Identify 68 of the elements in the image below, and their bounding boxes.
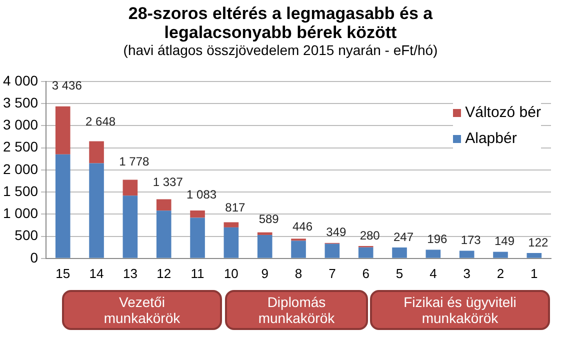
bar xyxy=(122,180,138,196)
y-tick-label: 2 000 xyxy=(2,160,38,177)
chart-title: 28-szoros eltérés a legmagasabb és a legalacsonyabb bérek között xyxy=(127,4,434,42)
y-tick-label: 1 000 xyxy=(2,205,38,222)
total-label: 349 xyxy=(326,224,347,239)
x-tick-label: 14 xyxy=(89,266,104,281)
bar xyxy=(459,250,474,258)
bar xyxy=(426,250,441,258)
bar xyxy=(526,253,542,258)
bar xyxy=(156,199,172,211)
x-tick-label: 2 xyxy=(496,266,504,281)
x-tick-label: 5 xyxy=(396,266,404,281)
text: Vezetői munkakörök xyxy=(102,294,182,326)
x-tick-label: 8 xyxy=(294,266,302,281)
total-label: 1 083 xyxy=(186,188,217,202)
y-tick-label: 0 xyxy=(30,249,38,266)
total-label: 1 337 xyxy=(152,175,184,190)
bar xyxy=(190,218,205,258)
total-label: 589 xyxy=(258,212,280,226)
total-label: 149 xyxy=(494,234,515,248)
total-label: 446 xyxy=(292,219,313,234)
x-tick-label: 11 xyxy=(190,266,204,281)
bar xyxy=(89,163,104,258)
bar xyxy=(358,247,374,258)
x-tick-label: 10 xyxy=(224,266,238,281)
total-label: 280 xyxy=(360,228,380,242)
x-tick-label: 3 xyxy=(463,266,470,281)
bar xyxy=(224,227,239,258)
x-tick-label: 1 xyxy=(530,266,538,281)
total-label: 3 436 xyxy=(52,78,82,93)
y-tick-label: 2 500 xyxy=(2,138,38,155)
y-tick-label: 1 500 xyxy=(2,182,38,199)
bar xyxy=(156,210,172,258)
x-tick-label: 13 xyxy=(122,266,138,281)
bar xyxy=(257,234,272,258)
text: Fizikai és ügyviteli munkakörök xyxy=(402,294,518,326)
bar xyxy=(257,232,272,235)
bar xyxy=(291,240,306,258)
bar xyxy=(55,154,70,258)
x-tick-label: 6 xyxy=(362,266,370,281)
bar xyxy=(224,222,239,228)
x-tick-label: 7 xyxy=(328,266,336,281)
bar xyxy=(122,196,138,258)
y-tick-label: 3 500 xyxy=(2,94,38,110)
legend-label: Alapbér xyxy=(465,129,517,149)
legend-label: Változó bér xyxy=(465,103,541,123)
total-label: 2 648 xyxy=(86,114,116,129)
y-tick-label: 500 xyxy=(14,227,38,244)
x-tick-label: 4 xyxy=(430,266,437,281)
total-label: 173 xyxy=(460,233,482,248)
text: Diplomás munkakörök xyxy=(257,294,336,326)
bar xyxy=(190,210,205,218)
bar xyxy=(89,141,104,164)
x-tick-label: 15 xyxy=(56,266,70,281)
total-label: 122 xyxy=(528,235,548,250)
bar xyxy=(493,252,508,258)
chart-subtitle: (havi átlagos összjövedelem 2015 nyarán - eFt/hó) xyxy=(122,42,439,59)
x-tick-label: 9 xyxy=(261,266,268,281)
total-label: 1 778 xyxy=(119,154,150,168)
y-tick-label: 3 000 xyxy=(2,116,38,133)
x-tick-label: 12 xyxy=(156,266,172,281)
bar xyxy=(55,106,70,154)
bar xyxy=(324,244,340,258)
total-label: 817 xyxy=(225,200,246,215)
y-tick-label: 4 000 xyxy=(2,72,38,88)
total-label: 247 xyxy=(393,230,414,244)
bar xyxy=(392,247,407,258)
total-label: 196 xyxy=(427,232,448,246)
